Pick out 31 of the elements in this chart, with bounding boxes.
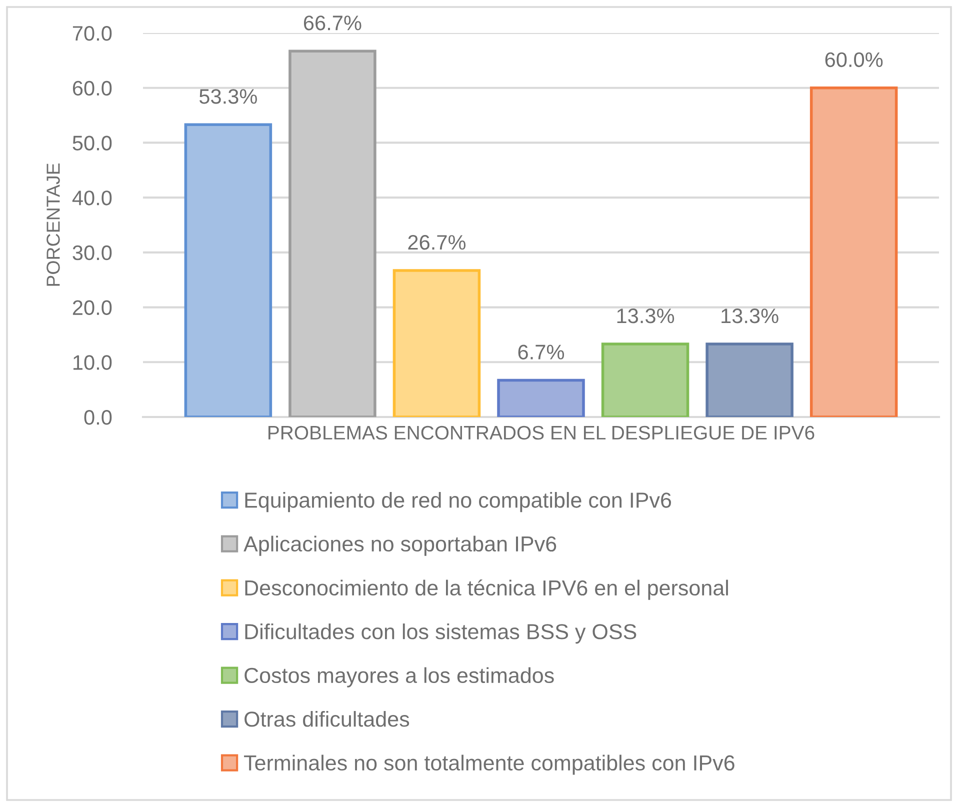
legend-label: Equipamiento de red no compatible con IPv6: [245, 492, 672, 512]
bar: [810, 86, 898, 417]
bar: [497, 378, 585, 417]
data-label: 66.7%: [304, 16, 362, 30]
bar: [392, 269, 481, 417]
y-tick-label: 40.0: [72, 190, 112, 206]
data-label: 60.0%: [825, 52, 883, 68]
legend-label: Terminales no son totalmente compatibles con IPv6: [244, 754, 734, 775]
bar: [184, 123, 272, 417]
data-label: 13.3%: [722, 308, 778, 324]
data-label: 53.3%: [199, 89, 257, 104]
data-label: 26.7%: [408, 234, 466, 250]
bar: [706, 342, 794, 417]
bar: [601, 342, 690, 417]
y-tick-label: 30.0: [72, 245, 112, 260]
legend-label: Dificultades con los sistemas BSS y OSS: [245, 624, 636, 644]
y-tick-label: 0.0: [84, 410, 112, 425]
x-tick-label: PROBLEMAS ENCONTRADOS EN EL DESPLIEGUE DE IPV6: [268, 426, 814, 440]
data-label: 13.3%: [617, 308, 674, 324]
y-tick-label: 10.0: [73, 355, 112, 370]
y-tick-label: 60.0: [72, 80, 112, 96]
y-tick-label: 20.0: [72, 300, 112, 316]
legend-label: Desconocimiento de la técnica IPV6 en el personal: [245, 579, 728, 600]
y-tick-label: 70.0: [72, 26, 112, 41]
legend-label: Costos mayores a los estimados: [244, 667, 554, 688]
legend-label: Aplicaciones no soportaban IPv6: [244, 536, 556, 556]
y-axis-title: PORCENTAJE: [46, 163, 60, 286]
bar: [288, 50, 376, 417]
legend-label: Otras dificultades: [244, 710, 410, 727]
data-label: 6.7%: [518, 344, 564, 360]
y-tick-label: 50.0: [72, 136, 112, 150]
